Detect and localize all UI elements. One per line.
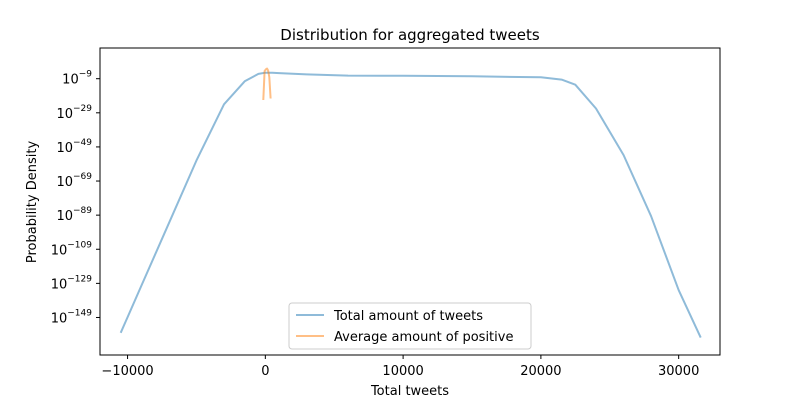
- y-tick-label: 10−9: [62, 70, 92, 88]
- x-tick-label: 10000: [382, 364, 423, 379]
- y-tick-label: 10−129: [51, 274, 93, 292]
- series-line-0: [119, 71, 702, 339]
- series-line-1: [262, 67, 272, 101]
- y-tick-label: 10−109: [51, 240, 93, 258]
- y-tick-label: 10−29: [56, 104, 92, 122]
- y-tick-label: 10−69: [56, 172, 92, 190]
- x-tick-label: 20000: [520, 364, 561, 379]
- x-axis-ticks: −10000 0 10000 20000 30000: [101, 355, 699, 379]
- y-axis-label: Probability Density: [25, 141, 40, 264]
- x-tick-label: 30000: [658, 364, 699, 379]
- legend-label-average: Average amount of positive: [334, 330, 513, 345]
- legend-label-total: Total amount of tweets: [333, 309, 483, 324]
- legend-box: [288, 302, 532, 350]
- x-axis-label: Total tweets: [370, 384, 449, 399]
- x-tick-label: 0: [261, 364, 269, 379]
- x-tick-label: −10000: [101, 364, 153, 379]
- chart-title: Distribution for aggregated tweets: [280, 26, 540, 44]
- plot-frame: [99, 47, 721, 356]
- plot-lines: [119, 67, 702, 339]
- y-tick-label: 10−49: [56, 138, 92, 156]
- y-tick-label: 10−149: [51, 308, 93, 326]
- y-axis-ticks: 10−9 10−29 10−49 10−69 10−89 10−109 10−129 10−1…: [51, 70, 100, 326]
- legend: Total amount of tweets Average amount of…: [288, 302, 532, 350]
- y-tick-label: 10−89: [56, 206, 92, 224]
